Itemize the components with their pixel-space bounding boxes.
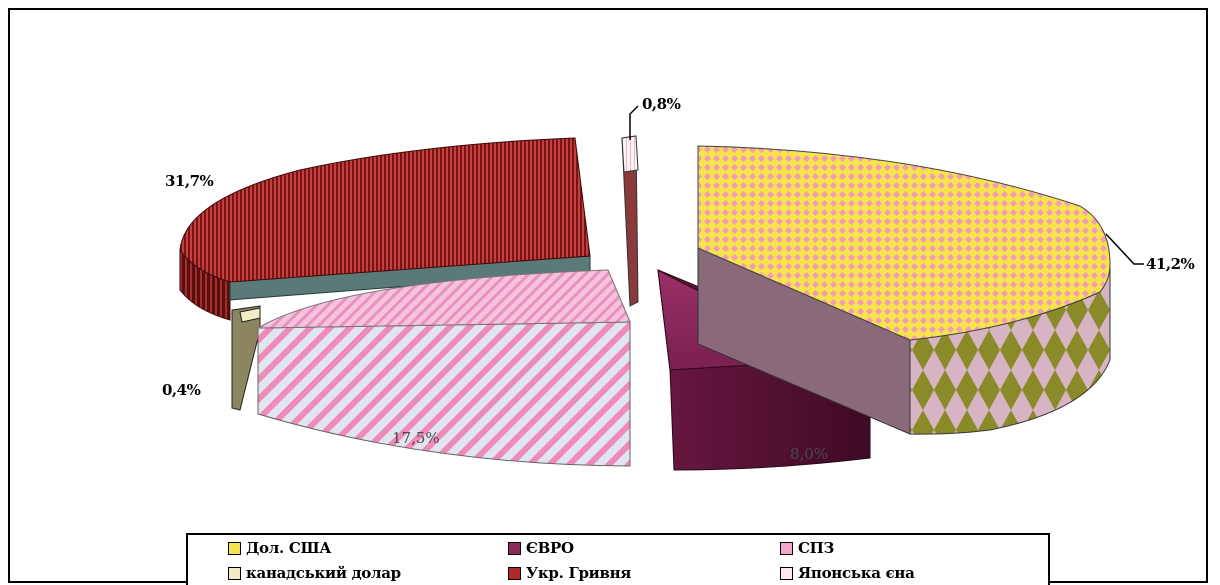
label-euro: 8,0% — [790, 445, 828, 463]
legend-label: Дол. США — [246, 539, 332, 557]
slice-sdr — [256, 269, 631, 467]
leader-line-usd — [1105, 233, 1144, 265]
chart-frame: 41,2% 8,0% 17,5% 0,4% 31,7% 0,8% — [8, 8, 1208, 583]
legend-item-sdr: СПЗ — [780, 537, 834, 559]
legend-item-jpy: Японська єна — [780, 562, 915, 584]
slice-jpy — [621, 135, 639, 307]
legend-swatch-uah — [508, 566, 521, 580]
label-usd: 41,2% — [1146, 255, 1195, 273]
legend-swatch-usd — [228, 541, 241, 555]
slice-usd — [697, 145, 1111, 435]
slice-uah — [179, 137, 591, 321]
label-uah: 31,7% — [165, 172, 214, 190]
legend-swatch-cad — [228, 566, 241, 580]
legend-label: Укр. Гривня — [526, 564, 632, 582]
label-cad: 0,4% — [162, 381, 201, 399]
chart-legend: Дол. США ЄВРО СПЗ канадський долар Укр. … — [186, 533, 1050, 585]
slice-cad — [231, 305, 261, 411]
legend-swatch-jpy — [780, 566, 793, 580]
legend-item-usd: Дол. США — [228, 537, 331, 559]
legend-swatch-sdr — [780, 541, 793, 555]
legend-label: СПЗ — [798, 539, 835, 557]
legend-label: Японська єна — [798, 564, 915, 582]
legend-swatch-euro — [508, 541, 521, 555]
label-sdr: 17,5% — [392, 429, 440, 447]
leader-line-jpy — [629, 105, 639, 140]
legend-item-euro: ЄВРО — [508, 537, 574, 559]
pie-chart: 41,2% 8,0% 17,5% 0,4% 31,7% 0,8% — [132, 95, 1195, 506]
label-jpy: 0,8% — [642, 95, 681, 113]
legend-label: ЄВРО — [526, 539, 574, 557]
legend-item-cad: канадський долар — [228, 562, 401, 584]
legend-label: канадський долар — [246, 564, 401, 582]
legend-item-uah: Укр. Гривня — [508, 562, 631, 584]
